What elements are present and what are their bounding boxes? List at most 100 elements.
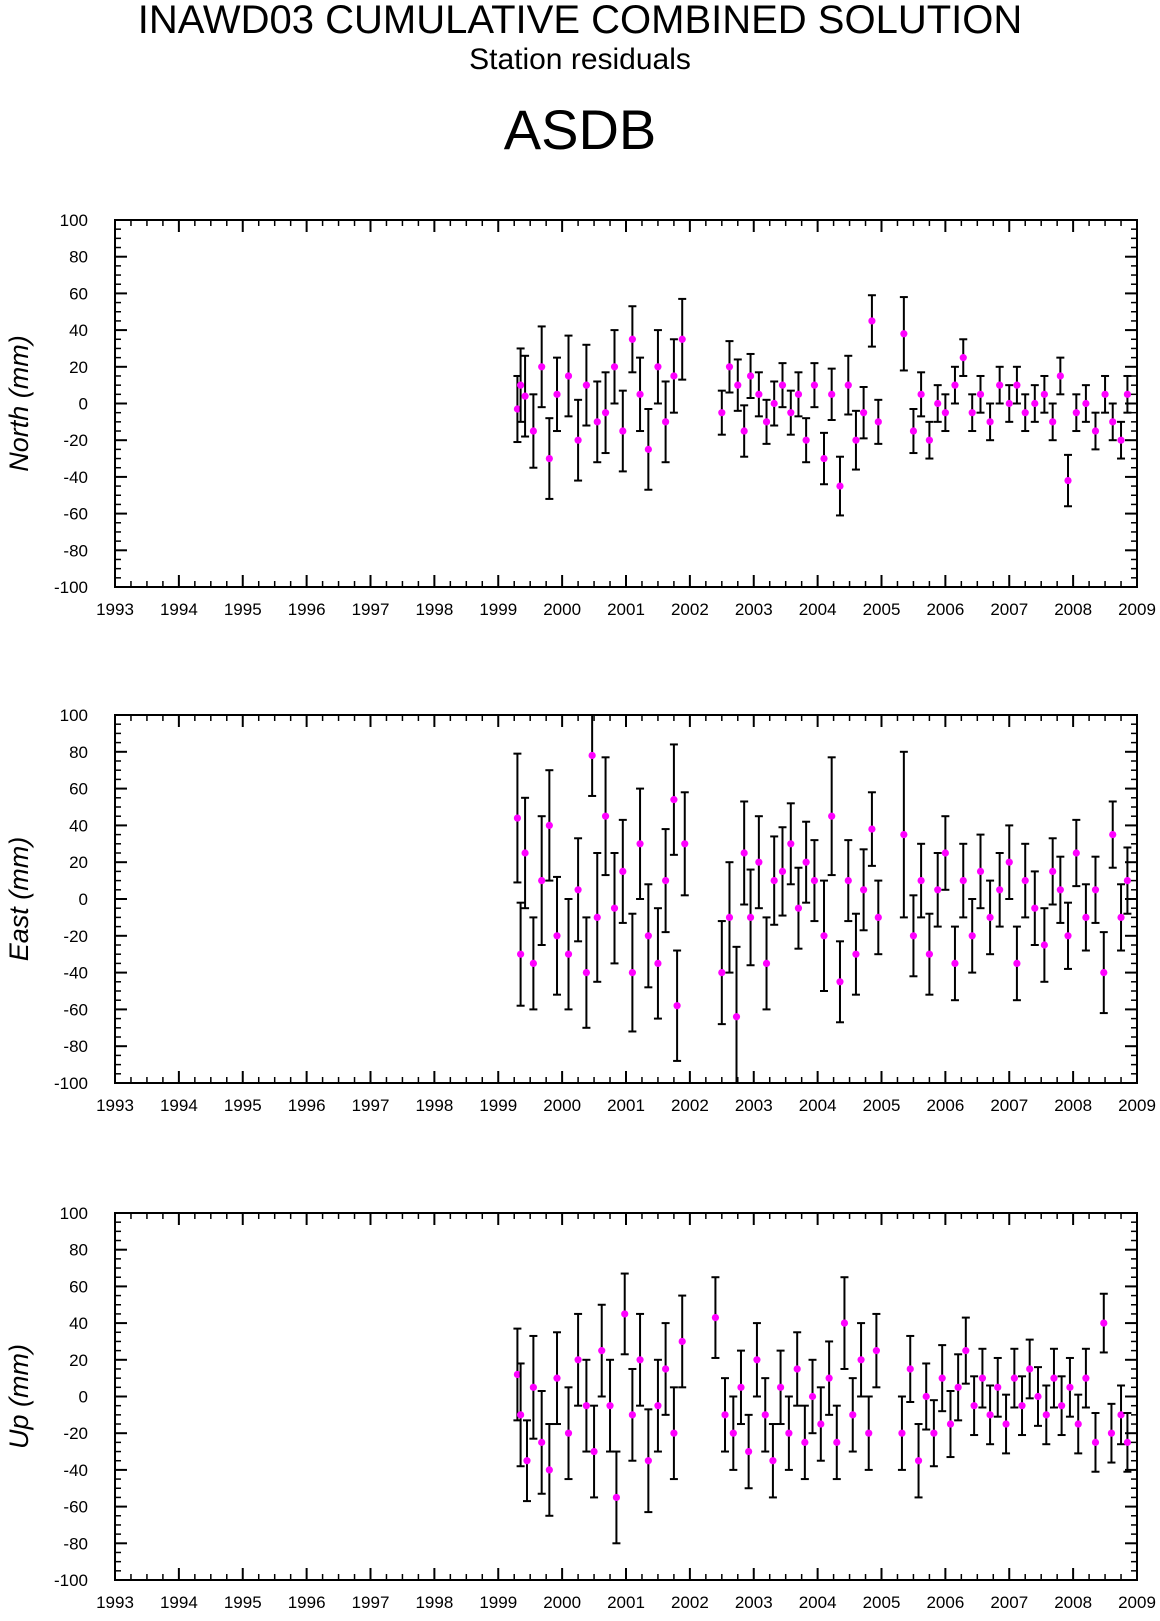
data-point xyxy=(545,1466,553,1474)
y-tick-label: 40 xyxy=(69,816,88,835)
data-point xyxy=(802,436,810,444)
data-point xyxy=(840,1319,849,1327)
y-tick-label: 80 xyxy=(69,248,88,267)
data-point xyxy=(844,381,852,389)
data-point xyxy=(868,317,876,325)
data-point xyxy=(538,877,546,885)
data-point xyxy=(1056,372,1064,380)
data-point xyxy=(762,418,771,426)
data-point xyxy=(1026,1365,1034,1373)
x-tick-label: 2006 xyxy=(926,1593,964,1612)
y-tick-label: 0 xyxy=(79,1388,88,1407)
data-point xyxy=(968,409,976,417)
x-tick-label: 2000 xyxy=(543,1593,581,1612)
data-point xyxy=(582,969,590,977)
data-point xyxy=(538,363,546,371)
data-point xyxy=(564,372,573,380)
data-point xyxy=(986,418,994,426)
data-point xyxy=(644,932,652,940)
plot-frame xyxy=(114,1212,1138,1581)
y-tick-label: 40 xyxy=(69,321,88,340)
data-point xyxy=(986,1411,994,1419)
data-point xyxy=(820,932,828,940)
x-tick-label: 1997 xyxy=(352,1593,390,1612)
data-point xyxy=(740,427,748,435)
x-tick-label: 1996 xyxy=(288,1593,326,1612)
y-tick-label: 20 xyxy=(69,1351,88,1370)
data-point xyxy=(1005,399,1013,408)
x-tick-label: 1999 xyxy=(479,600,517,619)
data-point xyxy=(721,1411,729,1419)
data-point xyxy=(662,418,670,426)
data-point xyxy=(996,381,1004,389)
data-point xyxy=(836,978,844,986)
x-tick-label: 1997 xyxy=(352,1096,390,1115)
x-tick-label: 2008 xyxy=(1054,1593,1092,1612)
data-point xyxy=(523,1457,531,1465)
data-point xyxy=(725,363,734,371)
data-point xyxy=(1082,1374,1090,1382)
data-point xyxy=(986,913,994,922)
data-point xyxy=(644,445,652,453)
plot-frame xyxy=(114,219,1138,588)
data-point xyxy=(1123,390,1132,398)
data-point xyxy=(678,335,686,343)
data-point xyxy=(787,840,795,848)
data-point xyxy=(914,1457,923,1465)
y-tick-label: -100 xyxy=(54,578,88,597)
data-point xyxy=(545,454,553,463)
y-tick-label: -100 xyxy=(54,1074,88,1093)
x-tick-label: 1999 xyxy=(479,1593,517,1612)
y-tick-label: 40 xyxy=(69,1314,88,1333)
data-point xyxy=(593,418,601,426)
x-tick-label: 2001 xyxy=(607,1096,645,1115)
x-tick-label: 2003 xyxy=(735,1096,773,1115)
x-tick-label: 2008 xyxy=(1054,600,1092,619)
data-point xyxy=(1100,1319,1108,1327)
data-point xyxy=(1091,886,1100,894)
data-point xyxy=(810,381,819,389)
y-tick-label: -40 xyxy=(63,1461,88,1480)
data-point xyxy=(820,454,828,463)
data-point xyxy=(521,849,529,857)
data-point xyxy=(778,381,787,389)
data-point xyxy=(670,372,678,380)
data-point xyxy=(538,1438,546,1446)
data-point xyxy=(959,354,967,362)
data-point xyxy=(978,1374,987,1382)
data-point xyxy=(745,1447,753,1456)
x-tick-label: 1998 xyxy=(415,1593,453,1612)
x-tick-label: 2008 xyxy=(1054,1096,1092,1115)
station-name: ASDB xyxy=(503,98,657,161)
data-point xyxy=(628,969,636,977)
x-tick-label: 1994 xyxy=(160,1096,198,1115)
data-point xyxy=(670,796,678,804)
data-point xyxy=(521,392,529,400)
x-tick-label: 1999 xyxy=(479,1096,517,1115)
x-tick-label: 2000 xyxy=(543,600,581,619)
data-point xyxy=(737,1383,745,1391)
x-tick-label: 1995 xyxy=(224,1096,262,1115)
x-tick-label: 1993 xyxy=(96,1593,134,1612)
data-point xyxy=(1005,858,1013,866)
y-axis-label: East (mm) xyxy=(4,837,34,962)
data-point xyxy=(1082,913,1090,922)
data-point xyxy=(612,1493,621,1502)
data-point xyxy=(959,877,967,885)
data-point xyxy=(1049,867,1057,876)
data-point xyxy=(636,1356,644,1364)
data-point xyxy=(1066,1383,1074,1391)
data-point xyxy=(590,1447,598,1456)
data-point xyxy=(654,363,662,371)
y-tick-label: -80 xyxy=(63,1534,88,1553)
data-point xyxy=(1107,1429,1116,1437)
x-tick-label: 2009 xyxy=(1118,1593,1156,1612)
x-tick-label: 2004 xyxy=(799,1096,837,1115)
x-tick-label: 1998 xyxy=(415,600,453,619)
data-point xyxy=(1050,1374,1058,1382)
data-point xyxy=(917,390,925,398)
data-point xyxy=(925,436,934,444)
data-point xyxy=(776,1383,785,1391)
data-point xyxy=(852,436,860,444)
